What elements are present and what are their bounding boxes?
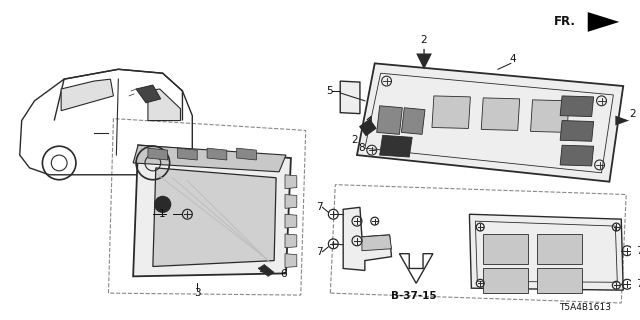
Polygon shape: [469, 214, 623, 290]
Polygon shape: [560, 96, 594, 116]
Polygon shape: [357, 63, 623, 182]
Text: T5A4B1613: T5A4B1613: [559, 303, 611, 312]
Bar: [483, 234, 527, 264]
Polygon shape: [362, 235, 392, 251]
Text: 7: 7: [636, 279, 640, 289]
Text: 7: 7: [636, 246, 640, 256]
Circle shape: [155, 196, 171, 212]
Text: FR.: FR.: [554, 15, 576, 28]
Polygon shape: [148, 148, 168, 160]
Polygon shape: [285, 254, 297, 268]
Polygon shape: [481, 98, 520, 131]
Text: 4: 4: [509, 54, 516, 64]
Polygon shape: [61, 79, 113, 111]
Polygon shape: [615, 116, 629, 125]
Text: 2: 2: [420, 35, 428, 45]
Polygon shape: [343, 207, 392, 270]
Text: 2: 2: [352, 135, 358, 145]
Polygon shape: [359, 119, 377, 136]
Polygon shape: [237, 148, 257, 160]
Text: 8: 8: [358, 143, 365, 153]
Polygon shape: [133, 145, 286, 172]
Polygon shape: [531, 100, 569, 132]
Polygon shape: [416, 53, 432, 69]
Polygon shape: [399, 254, 433, 283]
Polygon shape: [177, 148, 197, 160]
Polygon shape: [340, 81, 360, 114]
Polygon shape: [380, 135, 412, 157]
Bar: [538, 268, 582, 293]
Polygon shape: [148, 89, 180, 121]
Polygon shape: [401, 108, 425, 134]
Polygon shape: [133, 145, 291, 276]
Text: 6: 6: [280, 269, 287, 279]
Polygon shape: [432, 96, 470, 128]
Text: 7: 7: [316, 247, 323, 257]
Polygon shape: [560, 145, 594, 166]
Polygon shape: [560, 121, 594, 141]
Text: 3: 3: [194, 288, 200, 298]
Text: B-37-15: B-37-15: [392, 291, 437, 301]
Polygon shape: [285, 234, 297, 248]
Bar: [538, 234, 582, 264]
Polygon shape: [153, 168, 276, 267]
Polygon shape: [285, 195, 297, 208]
Polygon shape: [259, 265, 274, 276]
Polygon shape: [377, 106, 403, 134]
Polygon shape: [207, 148, 227, 160]
Text: 2: 2: [629, 109, 636, 119]
Text: 1: 1: [159, 209, 166, 219]
Bar: [483, 268, 527, 293]
Polygon shape: [588, 12, 620, 32]
Polygon shape: [136, 85, 161, 103]
Polygon shape: [285, 175, 297, 188]
Polygon shape: [285, 214, 297, 228]
Text: 5: 5: [326, 86, 332, 96]
Text: 7: 7: [316, 202, 323, 212]
